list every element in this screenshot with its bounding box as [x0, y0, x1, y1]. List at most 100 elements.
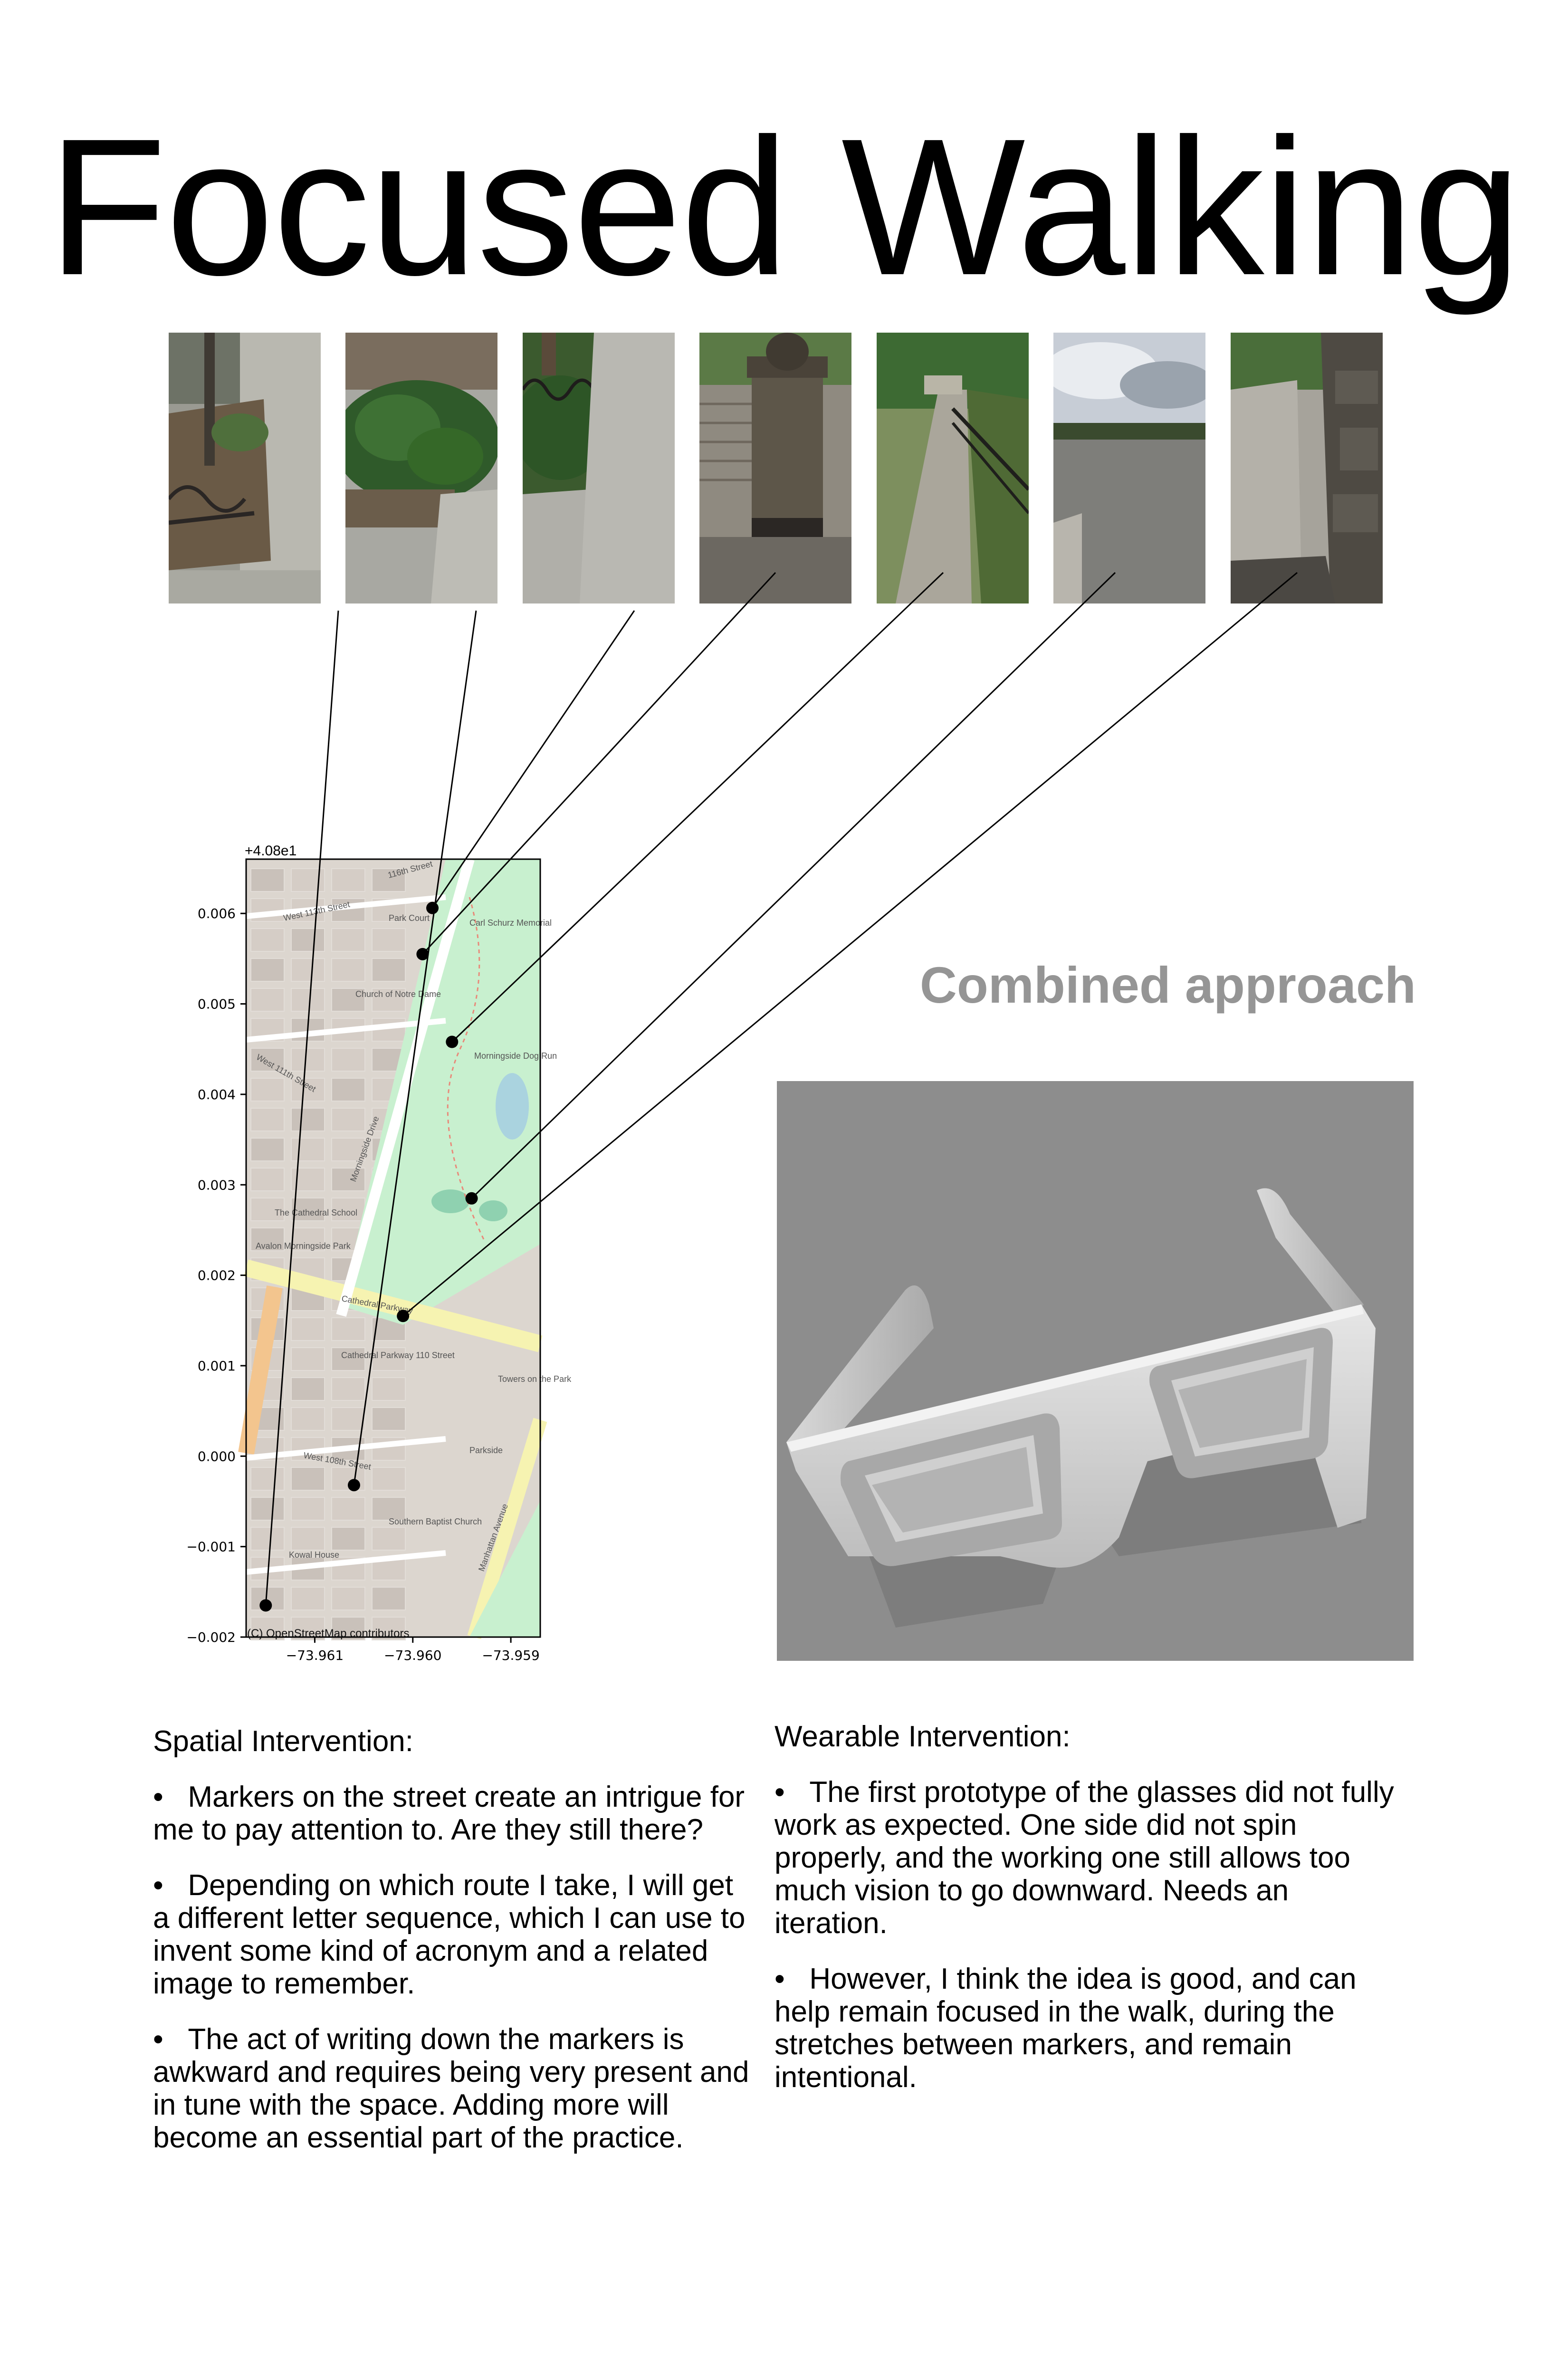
map-block — [331, 1108, 365, 1131]
map-block — [331, 1497, 365, 1521]
map-label: Towers on the Park — [498, 1374, 572, 1384]
marker-point — [416, 948, 429, 960]
map-feature — [431, 1189, 469, 1213]
y-tick-label: 0.001 — [198, 1358, 236, 1374]
y-tick-label: 0.005 — [198, 996, 236, 1012]
photo-hedge-loop-fence — [523, 333, 675, 604]
map-block — [291, 1048, 325, 1072]
y-tick-label: 0.000 — [198, 1448, 236, 1464]
spatial-heading: Spatial Intervention: — [153, 1725, 414, 1758]
map-road-manhattan-avenue — [467, 1418, 547, 1639]
wearable-intervention-section: Wearable Intervention: • The first proto… — [774, 1720, 1406, 2117]
map-block — [250, 1078, 285, 1102]
y-tick-label: −0.002 — [186, 1629, 236, 1645]
map-block — [331, 1078, 365, 1102]
map-label: Cathedral Parkway 110 Street — [341, 1351, 455, 1360]
map-block — [331, 1587, 365, 1610]
map-block — [250, 928, 285, 952]
map-label: Southern Baptist Church — [389, 1517, 482, 1526]
map-block — [372, 1497, 406, 1521]
map-block — [291, 1527, 325, 1551]
spatial-bullet-3: • The act of writing down the markers is… — [153, 2023, 756, 2154]
map-block — [331, 1617, 365, 1640]
map-block — [250, 958, 285, 982]
bullet-glyph: • — [774, 1963, 785, 1995]
map-block — [331, 958, 365, 982]
map-feature — [479, 1200, 507, 1221]
photo-stone-wall-path — [1231, 333, 1383, 604]
photo-stone-pillar — [699, 333, 851, 604]
map-block — [331, 1317, 365, 1341]
y-tick-label: 0.004 — [198, 1087, 236, 1102]
map-block — [331, 868, 365, 892]
map-block — [250, 1617, 285, 1640]
marker-point — [465, 1192, 478, 1205]
map-block — [250, 1168, 285, 1191]
photo-hedge-sidewalk — [345, 333, 497, 604]
map-label: Parkside — [469, 1446, 503, 1455]
map-block — [331, 1377, 365, 1401]
map-block — [291, 1347, 325, 1371]
spatial-bullet-2-text: Depending on which route I take, I will … — [153, 1869, 746, 2000]
marker-point — [347, 1479, 360, 1492]
map-block — [291, 1617, 325, 1640]
map-block — [372, 1467, 406, 1491]
map-block — [291, 1497, 325, 1521]
map-label: Avalon Morningside Park — [256, 1241, 351, 1251]
bullet-glyph: • — [153, 1781, 163, 1813]
map-block — [250, 1527, 285, 1551]
map-block — [250, 1467, 285, 1491]
map-pond — [496, 1073, 529, 1140]
map-block — [291, 1377, 325, 1401]
map-attribution: (C) OpenStreetMap contributors — [247, 1627, 409, 1640]
map-block — [291, 958, 325, 982]
glasses-icon — [786, 1188, 1376, 1628]
y-tick-label: 0.003 — [198, 1177, 236, 1193]
bullet-glyph: • — [774, 1776, 785, 1809]
bullet-glyph: • — [153, 1869, 163, 1902]
map-block — [291, 1467, 325, 1491]
map-block — [331, 1527, 365, 1551]
photo-cloudy-sky — [1053, 333, 1205, 604]
y-tick-label: 0.002 — [198, 1268, 236, 1284]
map-block — [291, 868, 325, 892]
spatial-bullet-1: • Markers on the street create an intrig… — [153, 1781, 756, 1846]
poster-title: Focused Walking — [48, 98, 1521, 316]
map-label: Carl Schurz Memorial — [469, 918, 552, 928]
wearable-heading: Wearable Intervention: — [774, 1720, 1071, 1753]
map-block — [331, 1407, 365, 1431]
map-block — [250, 1108, 285, 1131]
map-block — [250, 868, 285, 892]
map-block — [372, 958, 406, 982]
map-block — [372, 1587, 406, 1610]
map-block — [372, 928, 406, 952]
photo-tree-pit — [169, 333, 321, 604]
spatial-intervention-section: Spatial Intervention: • Markers on the s… — [153, 1725, 756, 2177]
marker-point — [397, 1310, 410, 1322]
spatial-bullet-2: • Depending on which route I take, I wil… — [153, 1869, 756, 2000]
map-label: Kowal House — [289, 1550, 339, 1560]
map-block — [291, 1407, 325, 1431]
map-block — [291, 928, 325, 952]
marker-point — [426, 901, 439, 914]
x-tick-label: −73.959 — [482, 1648, 539, 1663]
map-park-south — [469, 1501, 540, 1637]
wearable-bullet-1-text: The first prototype of the glasses did n… — [774, 1776, 1394, 1940]
bullet-glyph: • — [153, 2023, 163, 2056]
wearable-bullet-2: • However, I think the idea is good, and… — [774, 1963, 1406, 2094]
combined-approach-label: Combined approach — [919, 956, 1416, 1014]
map-block — [372, 1407, 406, 1431]
map-block — [291, 1138, 325, 1161]
spatial-bullet-1-text: Markers on the street create an intrigue… — [153, 1781, 745, 1846]
glasses-render — [777, 1081, 1414, 1661]
map-block — [250, 1497, 285, 1521]
y-tick-label: −0.001 — [186, 1539, 236, 1555]
map-block — [372, 1617, 406, 1640]
map-label: Park Court — [389, 913, 430, 923]
map-block — [250, 988, 285, 1012]
photo-park-path — [877, 333, 1029, 604]
map-block — [372, 1527, 406, 1551]
marker-point — [259, 1599, 272, 1612]
map-label: The Cathedral School — [275, 1208, 357, 1217]
